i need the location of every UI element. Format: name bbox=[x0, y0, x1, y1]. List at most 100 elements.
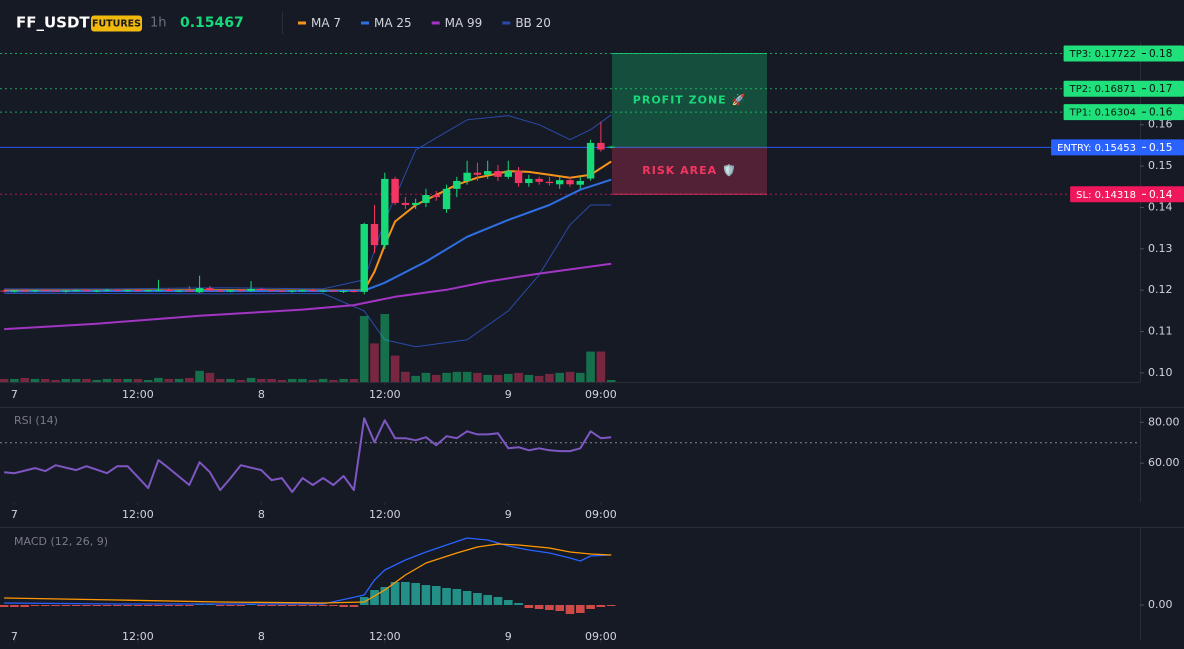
histogram-bar bbox=[473, 593, 482, 605]
histogram-bar bbox=[82, 605, 91, 606]
candle-body bbox=[463, 172, 471, 181]
volume-bar bbox=[390, 355, 400, 382]
candle-body bbox=[165, 289, 173, 292]
candle-body bbox=[288, 290, 296, 292]
rsi-title: RSI (14) bbox=[14, 414, 58, 427]
histogram-bar bbox=[112, 605, 122, 606]
volume-bar bbox=[257, 378, 266, 382]
volume-bar bbox=[205, 372, 215, 382]
level-tag bbox=[1063, 80, 1184, 97]
y-tick-label: 60.00 bbox=[1148, 456, 1180, 469]
level-label: TP3: 0.17722 bbox=[1069, 49, 1136, 60]
histogram-bar bbox=[154, 605, 163, 606]
candle-body bbox=[195, 288, 204, 293]
candle-body bbox=[82, 290, 91, 292]
volume-bar bbox=[0, 378, 9, 382]
x-tick-label: 7 bbox=[11, 508, 18, 521]
volume-bar bbox=[442, 372, 451, 382]
level-label: SL: 0.14318 bbox=[1076, 190, 1136, 201]
histogram-bar bbox=[545, 605, 554, 610]
badge-background bbox=[91, 15, 142, 32]
volume-bar bbox=[277, 379, 287, 382]
candle-body bbox=[93, 290, 101, 292]
histogram-bar bbox=[61, 605, 71, 606]
volume-bar bbox=[555, 372, 565, 382]
level-tag bbox=[1063, 104, 1184, 121]
candle-body bbox=[391, 178, 399, 203]
volume-bar bbox=[298, 378, 307, 382]
x-tick-label: 09:00 bbox=[585, 508, 617, 521]
level-tag bbox=[1063, 45, 1184, 62]
candle-body bbox=[267, 290, 276, 292]
macd-line bbox=[4, 537, 612, 605]
volume-bar bbox=[514, 372, 523, 382]
histogram-bar bbox=[524, 605, 534, 608]
histogram-bar bbox=[164, 605, 174, 606]
volume-bar bbox=[226, 378, 235, 382]
candle-body bbox=[0, 290, 8, 292]
volume-bar bbox=[421, 372, 431, 382]
volume-bar bbox=[318, 378, 328, 382]
badge: FUTURES bbox=[92, 19, 141, 30]
histogram-bar bbox=[287, 605, 297, 606]
candle-body bbox=[278, 290, 286, 292]
volume-bar bbox=[164, 378, 174, 382]
x-tick-label: 12:00 bbox=[122, 630, 154, 643]
macd-title: MACD (12, 26, 9) bbox=[14, 535, 108, 548]
x-tick-label: 8 bbox=[258, 388, 265, 401]
histogram-bar bbox=[411, 583, 420, 605]
level-label: TP2: 0.16871 bbox=[1069, 84, 1136, 95]
x-tick-label: 9 bbox=[505, 630, 512, 643]
histogram-bar bbox=[359, 597, 369, 605]
level-axis-label: 0.17 bbox=[1149, 83, 1172, 95]
volume-bar bbox=[236, 379, 246, 382]
candle-body bbox=[216, 290, 224, 292]
volume-bar bbox=[524, 374, 534, 382]
histogram-bar bbox=[20, 605, 30, 607]
histogram-bar bbox=[123, 605, 132, 606]
volume-bar bbox=[462, 371, 472, 382]
x-tick-label: 12:00 bbox=[369, 630, 401, 643]
candle-body bbox=[206, 288, 214, 291]
volume-bar bbox=[195, 370, 204, 382]
histogram-bar bbox=[71, 605, 81, 606]
candle-body bbox=[576, 180, 584, 185]
level-axis-label: 0.16 bbox=[1149, 107, 1173, 119]
candle-body bbox=[10, 290, 19, 292]
histogram-bar bbox=[339, 605, 348, 607]
y-tick-label: 80.00 bbox=[1148, 415, 1180, 428]
histogram-bar bbox=[277, 605, 287, 606]
legend-label: MA 7 bbox=[311, 16, 341, 30]
volume-bar bbox=[51, 379, 60, 382]
histogram-bar bbox=[92, 605, 102, 606]
candle-body bbox=[226, 290, 235, 292]
candle-body bbox=[185, 290, 194, 292]
histogram-bar bbox=[431, 586, 441, 605]
x-tick-label: 7 bbox=[11, 630, 18, 643]
volume-bar bbox=[349, 378, 359, 382]
x-tick-label: 7 bbox=[11, 388, 18, 401]
volume-bar bbox=[10, 378, 19, 382]
band-line bbox=[4, 114, 612, 290]
volume-bar bbox=[586, 351, 595, 382]
candle-body bbox=[370, 223, 379, 246]
x-tick-label: 09:00 bbox=[585, 388, 617, 401]
candle-body bbox=[607, 146, 615, 148]
candle-body bbox=[134, 290, 142, 292]
volume-bar bbox=[483, 374, 493, 382]
volume-bar bbox=[154, 377, 163, 382]
candle-body bbox=[525, 178, 533, 184]
volume-bar bbox=[503, 373, 513, 382]
histogram-bar bbox=[514, 603, 523, 605]
last-price: 0.15467 bbox=[180, 15, 244, 31]
volume-bar bbox=[102, 378, 112, 382]
candle-body bbox=[113, 289, 121, 291]
candle-body bbox=[545, 181, 554, 184]
histogram-bar bbox=[380, 587, 390, 605]
histogram-bar bbox=[565, 605, 575, 614]
volume-bar bbox=[359, 316, 369, 382]
histogram-bar bbox=[102, 605, 112, 606]
volume-bar bbox=[71, 378, 81, 382]
